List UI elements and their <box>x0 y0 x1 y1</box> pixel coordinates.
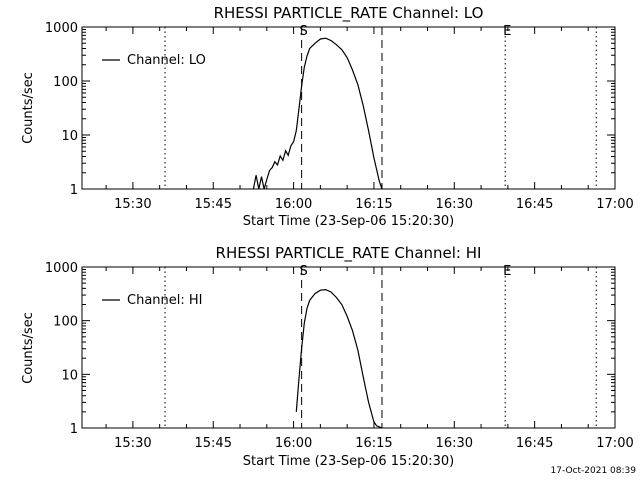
x-axis-label: Start Time (23-Sep-06 15:20:30) <box>243 454 454 469</box>
x-tick-label: 16:30 <box>436 197 473 212</box>
x-tick-label: 16:00 <box>275 197 312 212</box>
x-tick-label: 17:00 <box>596 436 633 451</box>
y-axis-label: Counts/sec <box>21 72 36 144</box>
plot-frame <box>81 26 616 190</box>
x-tick-label: 17:00 <box>596 197 633 212</box>
timestamp: 17-Oct-2021 08:39 <box>551 466 637 476</box>
x-tick-label: 16:45 <box>516 197 553 212</box>
x-tick-label: 16:30 <box>436 436 473 451</box>
series-line <box>295 288 383 429</box>
chart-title: RHESSI PARTICLE_RATE Channel: HI <box>216 244 482 263</box>
y-tick-label: 1000 <box>45 21 78 36</box>
x-tick-label: 15:30 <box>114 197 151 212</box>
time-marker-label: S <box>299 264 307 279</box>
y-tick-label: 10 <box>61 368 78 383</box>
y-axis-label: Counts/sec <box>21 312 36 384</box>
y-tick-label: 1 <box>70 422 78 437</box>
x-tick-label: 16:15 <box>355 436 392 451</box>
x-tick-label: 15:45 <box>195 436 232 451</box>
x-tick-label: 16:45 <box>516 436 553 451</box>
x-tick-label: 16:15 <box>355 197 392 212</box>
chart-panel-lo: RHESSI PARTICLE_RATE Channel: LO 15:30 15:… <box>21 4 634 229</box>
time-marker-label: E <box>503 264 511 279</box>
x-axis-label: Start Time (23-Sep-06 15:20:30) <box>243 214 454 229</box>
y-tick-label: 1000 <box>45 261 78 276</box>
x-tick-label: 16:00 <box>275 436 312 451</box>
y-tick-label: 100 <box>53 75 78 90</box>
chart-title: RHESSI PARTICLE_RATE Channel: LO <box>214 4 484 23</box>
y-tick-label: 10 <box>61 129 78 144</box>
time-marker-label: E <box>503 24 511 39</box>
x-tick-label: 15:45 <box>195 197 232 212</box>
y-tick-label: 1 <box>70 183 78 198</box>
time-marker-label: S <box>299 24 307 39</box>
plot-frame <box>81 266 616 429</box>
legend-label: Channel: LO <box>127 53 206 68</box>
y-tick-label: 100 <box>53 315 78 330</box>
x-tick-label: 15:30 <box>114 436 151 451</box>
series-line <box>252 37 383 190</box>
chart-panel-hi: RHESSI PARTICLE_RATE Channel: HI 15:30 15:… <box>21 244 634 469</box>
legend-label: Channel: HI <box>127 293 203 308</box>
